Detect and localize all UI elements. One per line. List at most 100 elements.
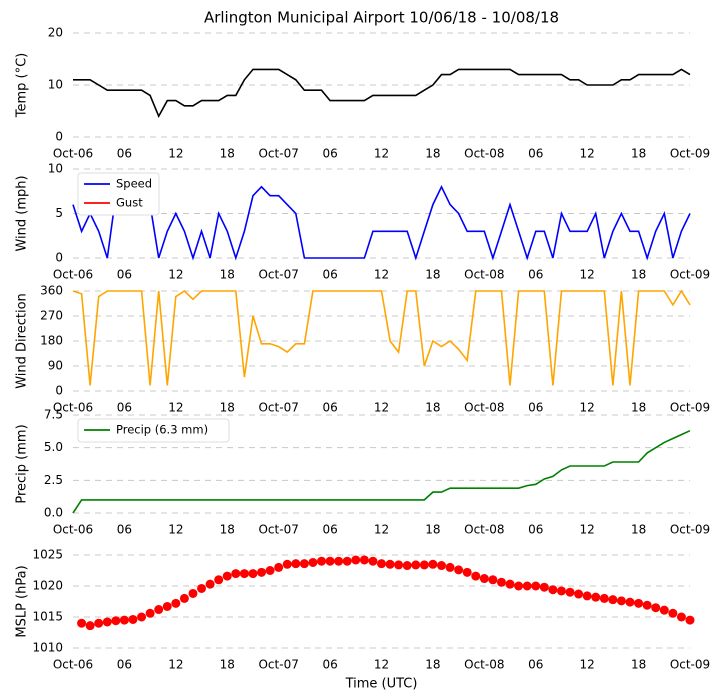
data-line (72, 184, 691, 261)
data-point (377, 559, 386, 569)
y-tick-label: 1010 (32, 641, 63, 655)
x-tick-label: 18 (425, 658, 440, 672)
x-tick-label: 18 (631, 147, 646, 161)
x-tick-label: 18 (631, 523, 646, 537)
data-point (419, 560, 429, 570)
data-point (471, 571, 481, 581)
data-point (162, 601, 172, 611)
data-point (565, 587, 575, 597)
data-point (171, 598, 181, 608)
x-tick-label: 06 (117, 147, 132, 161)
data-point (188, 588, 198, 598)
data-point (685, 615, 695, 625)
data-point (179, 593, 189, 603)
data-point (308, 557, 318, 567)
x-tick-label: Oct-07 (258, 658, 298, 672)
x-tick-label: 06 (528, 401, 543, 415)
data-point (668, 608, 678, 618)
data-point (599, 593, 609, 603)
x-tick-label: Oct-07 (258, 523, 298, 537)
data-point (239, 569, 249, 579)
data-point (591, 592, 601, 602)
x-tick-label: 06 (322, 523, 337, 537)
data-point (454, 565, 464, 575)
data-point (642, 600, 652, 610)
x-tick-label: Oct-08 (464, 268, 504, 282)
y-tick-label: 5 (55, 206, 63, 220)
data-point (514, 581, 524, 591)
data-point (299, 559, 309, 569)
data-point (205, 579, 215, 589)
x-tick-label: 12 (580, 523, 595, 537)
y-tick-label: 7.5 (44, 408, 63, 422)
x-tick-label: 18 (425, 401, 440, 415)
x-tick-label: Oct-08 (464, 401, 504, 415)
data-point (351, 555, 361, 565)
x-tick-label: 12 (168, 401, 183, 415)
data-point (274, 562, 284, 572)
legend-box (77, 418, 230, 443)
x-tick-label: 12 (374, 658, 389, 672)
legend-label: Gust (116, 196, 143, 210)
y-axis-label: Wind Direction (15, 293, 30, 389)
data-point (102, 617, 112, 627)
x-tick-label: 06 (322, 658, 337, 672)
data-point (574, 589, 584, 599)
data-point (85, 621, 95, 631)
x-tick-label: 06 (322, 268, 337, 282)
x-tick-label: 06 (117, 401, 132, 415)
y-axis-label: Wind (mph) (15, 175, 30, 251)
x-tick-label: Oct-09 (670, 147, 710, 161)
y-tick-label: 0 (55, 384, 63, 398)
x-tick-label: Oct-06 (53, 147, 93, 161)
data-point (137, 612, 147, 622)
x-tick-label: Oct-07 (258, 401, 298, 415)
data-point (154, 605, 164, 615)
y-tick-label: 2.5 (44, 473, 63, 487)
x-tick-label: 12 (168, 658, 183, 672)
x-tick-label: 06 (528, 523, 543, 537)
y-tick-label: 0 (55, 251, 63, 265)
y-axis-label: Temp (°C) (15, 53, 30, 119)
data-point (616, 596, 626, 606)
x-tick-label: 18 (220, 523, 235, 537)
y-tick-label: 5.0 (44, 440, 63, 454)
data-point (359, 555, 369, 565)
x-tick-label: 06 (117, 523, 132, 537)
data-point (625, 597, 635, 607)
x-tick-label: Oct-09 (670, 268, 710, 282)
x-tick-label: 18 (631, 401, 646, 415)
x-tick-label: 12 (374, 147, 389, 161)
y-tick-label: 1020 (32, 579, 63, 593)
y-tick-label: 270 (40, 309, 63, 323)
x-tick-label: 18 (425, 523, 440, 537)
x-tick-label: Oct-07 (258, 268, 298, 282)
x-tick-label: 12 (168, 147, 183, 161)
x-tick-label: 06 (528, 147, 543, 161)
x-tick-label: 12 (168, 268, 183, 282)
data-point (128, 614, 138, 624)
data-point (119, 615, 129, 625)
data-point (676, 612, 686, 622)
data-point (342, 556, 352, 566)
x-tick-label: Oct-06 (53, 268, 93, 282)
x-tick-label: Oct-09 (670, 658, 710, 672)
data-point (402, 561, 412, 571)
x-tick-label: 18 (631, 658, 646, 672)
data-point (428, 559, 438, 569)
data-point (231, 569, 241, 579)
x-tick-label: Oct-09 (670, 401, 710, 415)
data-point (582, 591, 592, 601)
data-point (214, 575, 224, 585)
y-tick-label: 10 (48, 162, 63, 176)
x-tick-label: Oct-08 (464, 658, 504, 672)
legend: Precip (6.3 mm) (77, 418, 230, 443)
x-tick-label: 12 (580, 658, 595, 672)
data-point (394, 560, 404, 570)
x-tick-label: Oct-06 (53, 523, 93, 537)
x-tick-label: 12 (374, 523, 389, 537)
data-point (385, 559, 395, 569)
x-tick-label: Oct-08 (464, 523, 504, 537)
x-tick-label: 12 (168, 523, 183, 537)
